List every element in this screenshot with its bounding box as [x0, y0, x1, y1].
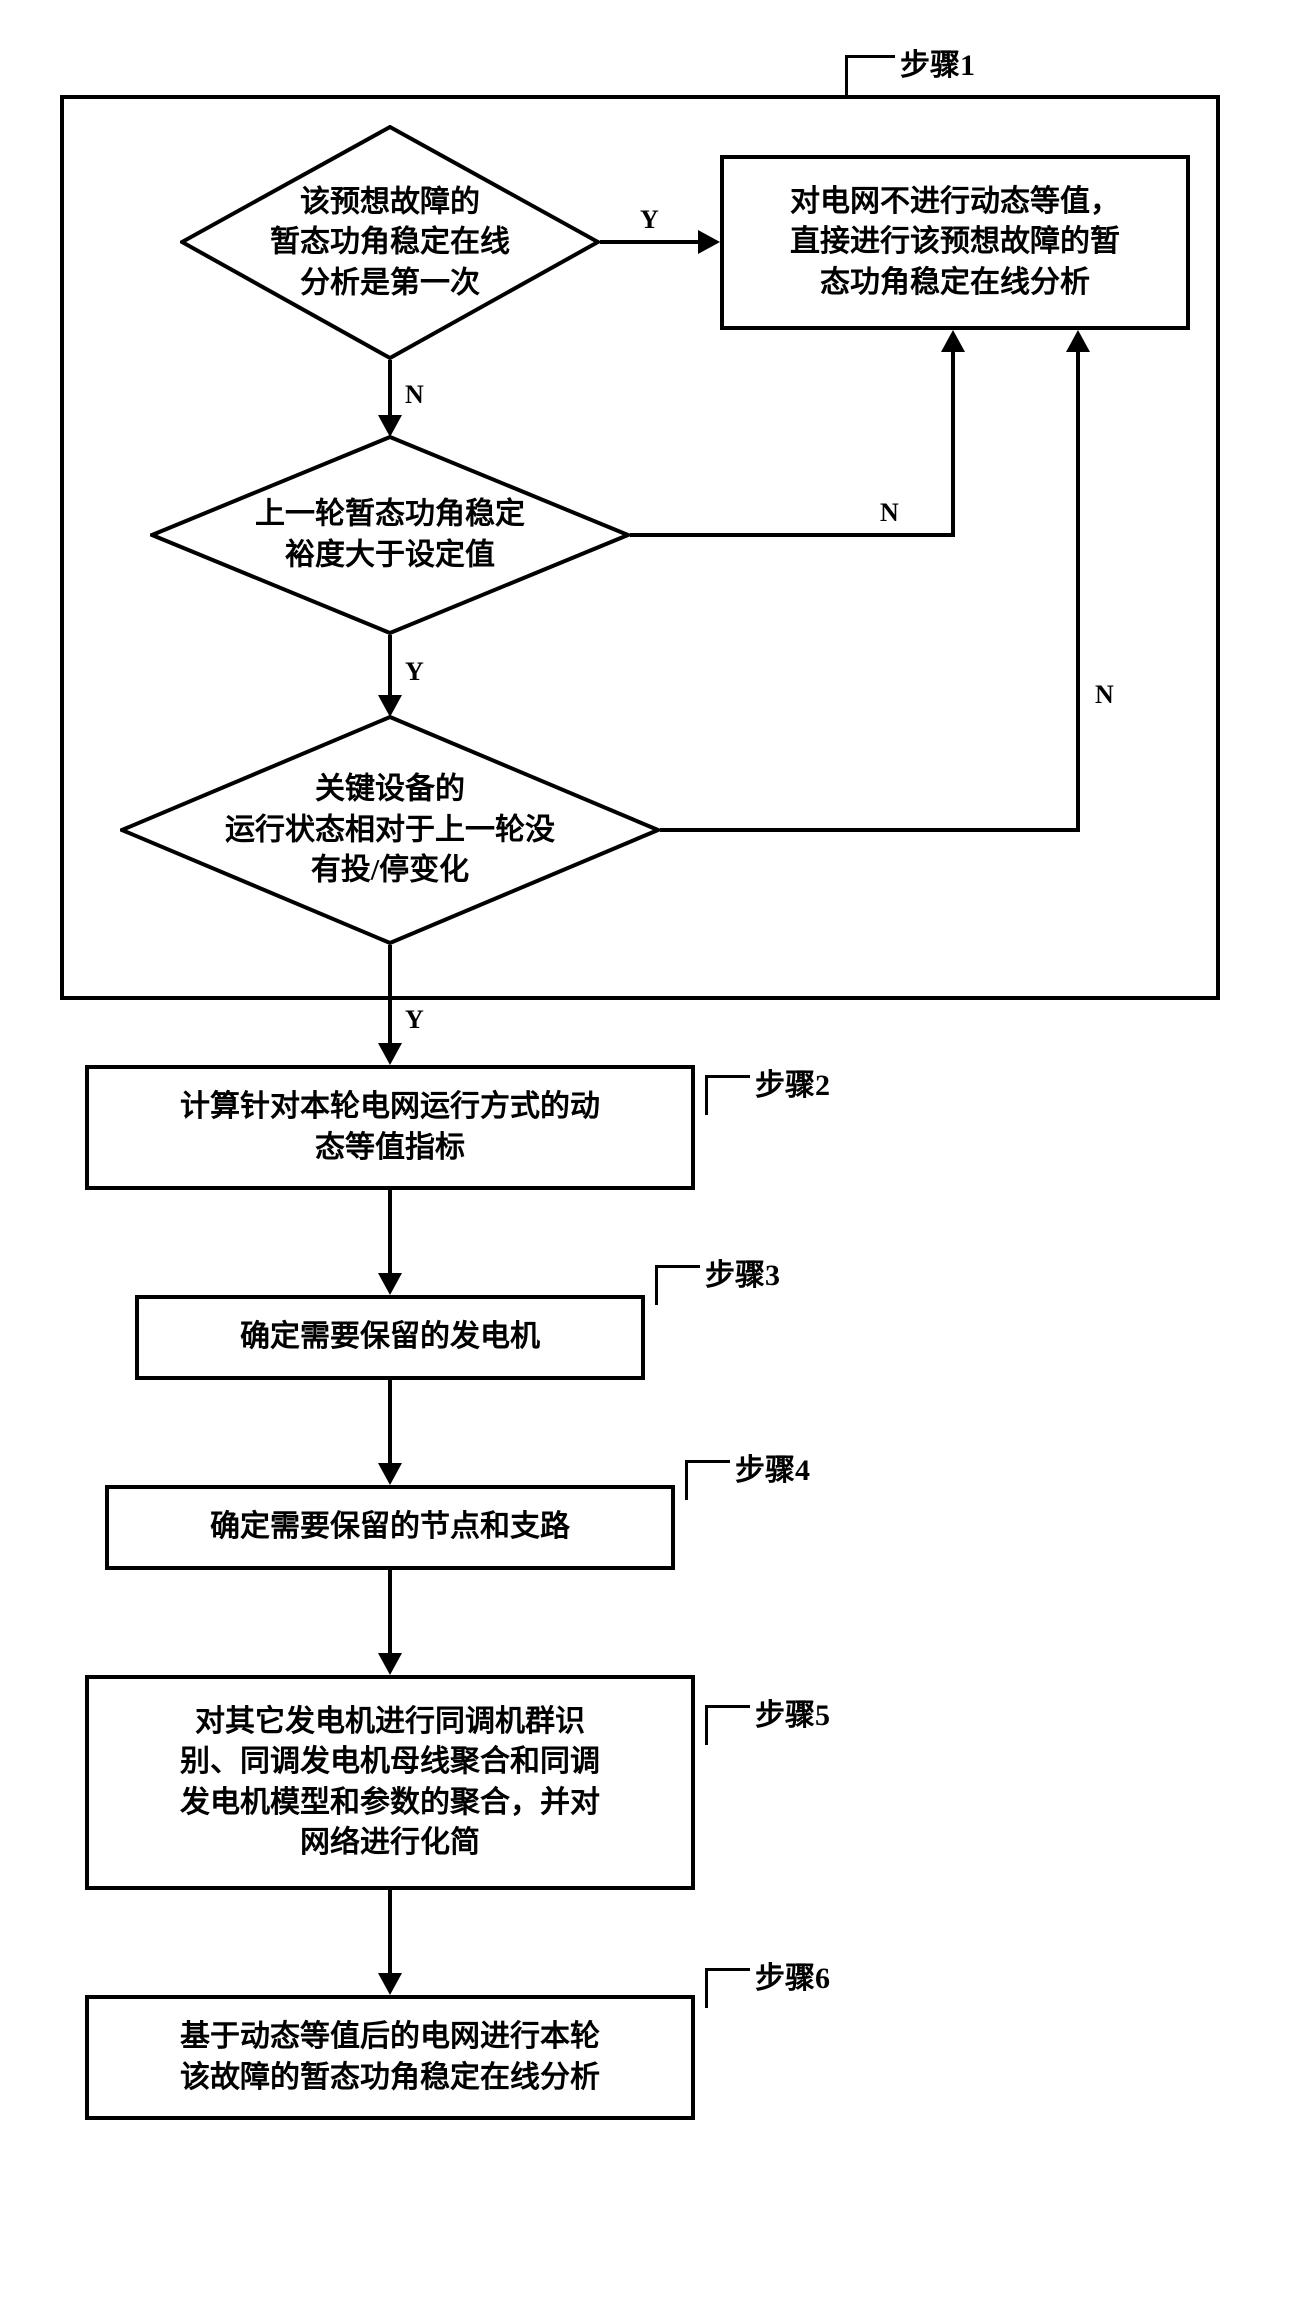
- edge-d1-r1-head: [698, 230, 720, 254]
- edge-r5-r6: [388, 1890, 392, 1975]
- r6-line0: 基于动态等值后的电网进行本轮: [180, 2020, 600, 2053]
- decision-first-time-text: 该预想故障的 暂态功角稳定在线 分析是第一次: [270, 182, 510, 304]
- r6-line1: 该故障的暂态功角稳定在线分析: [180, 2061, 600, 2094]
- edge-d3-r1-label: N: [1095, 680, 1114, 710]
- edge-d2-d3-head: [378, 695, 402, 717]
- edge-d3-r1-h: [660, 828, 1080, 832]
- r1-line0: 对电网不进行动态等值，: [790, 185, 1120, 218]
- step2-bracket: [705, 1075, 750, 1115]
- process-final-analysis: 基于动态等值后的电网进行本轮 该故障的暂态功角稳定在线分析: [85, 1995, 695, 2120]
- d3-line2: 有投/停变化: [311, 853, 469, 886]
- d3-line1: 运行状态相对于上一轮没: [225, 813, 555, 846]
- step6-bracket: [705, 1968, 750, 2008]
- edge-r3-r4: [388, 1380, 392, 1465]
- edge-r4-r5: [388, 1570, 392, 1655]
- process-keep-generators: 确定需要保留的发电机: [135, 1295, 645, 1380]
- decision-first-time: 该预想故障的 暂态功角稳定在线 分析是第一次: [180, 125, 600, 360]
- edge-r4-r5-head: [378, 1653, 402, 1675]
- process-calc-equiv-index: 计算针对本轮电网运行方式的动 态等值指标: [85, 1065, 695, 1190]
- step2-label: 步骤2: [755, 1060, 830, 1104]
- edge-d2-d3-label: Y: [405, 657, 424, 687]
- step3-bracket: [655, 1265, 700, 1305]
- edge-d2-r1-label: N: [880, 498, 899, 528]
- r5-line1: 别、同调发电机母线聚合和同调: [180, 1745, 600, 1778]
- edge-d3-r2: [388, 945, 392, 1045]
- edge-d1-r1: [600, 240, 700, 244]
- r5-line0: 对其它发电机进行同调机群识: [195, 1705, 585, 1738]
- d1-line2: 分析是第一次: [300, 266, 480, 299]
- r1-line1: 直接进行该预想故障的暂: [790, 225, 1120, 258]
- step6-label: 步骤6: [755, 1953, 830, 1997]
- edge-d1-d2-head: [378, 415, 402, 437]
- d2-line1: 裕度大于设定值: [285, 538, 495, 571]
- edge-d3-r2-label: Y: [405, 1005, 424, 1035]
- r5-line3: 网络进行化简: [300, 1826, 480, 1859]
- r2-line0: 计算针对本轮电网运行方式的动: [180, 1090, 600, 1123]
- r4-line0: 确定需要保留的节点和支路: [210, 1510, 570, 1543]
- d1-line1: 暂态功角稳定在线: [270, 225, 510, 258]
- decision-key-equip-text: 关键设备的 运行状态相对于上一轮没 有投/停变化: [225, 769, 555, 891]
- edge-d2-r1-v: [951, 350, 955, 537]
- edge-d3-r1-head: [1066, 330, 1090, 352]
- process-coherency-reduce: 对其它发电机进行同调机群识 别、同调发电机母线聚合和同调 发电机模型和参数的聚合…: [85, 1675, 695, 1890]
- step3-label: 步骤3: [705, 1250, 780, 1294]
- step4-label: 步骤4: [735, 1445, 810, 1489]
- d2-line0: 上一轮暂态功角稳定: [255, 498, 525, 531]
- edge-d1-r1-label: Y: [640, 205, 659, 235]
- r3-line0: 确定需要保留的发电机: [240, 1320, 540, 1353]
- edge-r2-r3-head: [378, 1273, 402, 1295]
- edge-r3-r4-head: [378, 1463, 402, 1485]
- step1-label: 步骤1: [900, 40, 975, 84]
- process-no-equiv: 对电网不进行动态等值， 直接进行该预想故障的暂 态功角稳定在线分析: [720, 155, 1190, 330]
- process-keep-nodes-branches: 确定需要保留的节点和支路: [105, 1485, 675, 1570]
- step1-bracket: [845, 55, 895, 95]
- d3-line0: 关键设备的: [315, 772, 465, 805]
- step4-bracket: [685, 1460, 730, 1500]
- edge-r2-r3: [388, 1190, 392, 1275]
- r5-line2: 发电机模型和参数的聚合，并对: [180, 1786, 600, 1819]
- decision-margin: 上一轮暂态功角稳定 裕度大于设定值: [150, 435, 630, 635]
- edge-d1-d2: [388, 360, 392, 420]
- edge-d3-r1-v: [1076, 350, 1080, 832]
- r1-line2: 态功角稳定在线分析: [820, 266, 1090, 299]
- r2-line1: 态等值指标: [315, 1131, 465, 1164]
- edge-d2-r1-head: [941, 330, 965, 352]
- edge-d2-d3: [388, 635, 392, 700]
- flowchart-canvas: 步骤1 该预想故障的 暂态功角稳定在线 分析是第一次 对电网不进行动态等值， 直…: [40, 40, 1258, 2263]
- edge-d2-r1-h: [630, 533, 955, 537]
- edge-r5-r6-head: [378, 1973, 402, 1995]
- edge-d3-r2-head: [378, 1043, 402, 1065]
- d1-line0: 该预想故障的: [300, 185, 480, 218]
- step5-bracket: [705, 1705, 750, 1745]
- decision-margin-text: 上一轮暂态功角稳定 裕度大于设定值: [255, 495, 525, 576]
- step5-label: 步骤5: [755, 1690, 830, 1734]
- edge-d1-d2-label: N: [405, 380, 424, 410]
- decision-key-equip: 关键设备的 运行状态相对于上一轮没 有投/停变化: [120, 715, 660, 945]
